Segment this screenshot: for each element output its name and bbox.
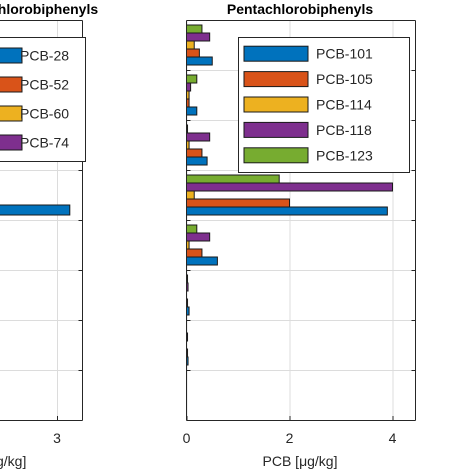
right-x-axis-label: PCB [μg/kg] bbox=[263, 453, 338, 469]
bar-pcb-118 bbox=[186, 32, 211, 42]
legend-label: PCB-114 bbox=[316, 97, 372, 113]
left-bars bbox=[0, 204, 71, 216]
bar-pcb-114 bbox=[186, 40, 195, 50]
left-panel-title: chlorobiphenyls bbox=[0, 1, 98, 17]
bar-pcb-28 bbox=[0, 204, 71, 216]
legend-label: PCB-101 bbox=[316, 46, 373, 62]
bar-pcb-101 bbox=[186, 156, 208, 166]
bar-pcb-105 bbox=[186, 148, 203, 158]
x-tick-label: 0 bbox=[183, 430, 191, 446]
legend-label: PCB-74 bbox=[20, 135, 69, 151]
bar-pcb-123 bbox=[186, 24, 203, 34]
right-ticks: 0 2 4 bbox=[183, 70, 416, 446]
bar-pcb-101 bbox=[186, 206, 388, 216]
left-x-axis-label: g/kg] bbox=[0, 453, 26, 469]
legend-label: PCB-60 bbox=[20, 106, 69, 122]
bar-pcb-118 bbox=[186, 232, 211, 242]
legend-swatch bbox=[243, 71, 309, 88]
x-tick-label: 4 bbox=[389, 430, 397, 446]
bar-pcb-105 bbox=[186, 248, 203, 258]
legend-swatch bbox=[0, 76, 23, 93]
legend-swatch bbox=[243, 121, 309, 138]
bar-pcb-123 bbox=[186, 174, 280, 184]
legend-swatch bbox=[243, 45, 309, 62]
right-legend: PCB-101 PCB-105 PCB-114 PCB-118 PCB-123 bbox=[238, 37, 410, 173]
legend-label: PCB-28 bbox=[20, 48, 69, 64]
left-legend: PCB-28 PCB-52 PCB-60 PCB-74 bbox=[0, 37, 86, 162]
right-panel-title: Pentachlorobiphenyls bbox=[227, 1, 373, 17]
legend-label: PCB-105 bbox=[316, 71, 373, 87]
legend-swatch bbox=[243, 96, 309, 113]
left-panel: 23 chlorobiphenyls g/kg] PCB-28PCB-52PCB… bbox=[0, 1, 98, 469]
x-tick-label: 2 bbox=[286, 430, 294, 446]
bar-pcb-101 bbox=[186, 256, 218, 266]
legend-swatch bbox=[0, 105, 23, 122]
bar-pcb-105 bbox=[186, 198, 290, 208]
bar-pcb-114 bbox=[186, 190, 195, 200]
legend-label: PCB-52 bbox=[20, 77, 69, 93]
right-panel: 0 2 4 Pentachlorobiphenyls PCB [μg/kg] PCB… bbox=[183, 1, 416, 469]
bar-pcb-101 bbox=[186, 106, 198, 116]
legend-swatch bbox=[0, 47, 23, 64]
bar-pcb-123 bbox=[186, 224, 198, 234]
bar-pcb-101 bbox=[186, 56, 213, 66]
bar-pcb-105 bbox=[186, 48, 200, 58]
x-tick-label: 3 bbox=[53, 430, 61, 446]
bar-pcb-118 bbox=[186, 132, 211, 142]
legend-label: PCB-123 bbox=[316, 147, 373, 163]
legend-swatch bbox=[0, 134, 23, 151]
bar-pcb-118 bbox=[186, 82, 192, 92]
legend-label: PCB-118 bbox=[316, 122, 372, 138]
legend-swatch bbox=[243, 147, 309, 164]
bar-pcb-123 bbox=[186, 74, 198, 84]
bar-pcb-118 bbox=[186, 182, 393, 192]
